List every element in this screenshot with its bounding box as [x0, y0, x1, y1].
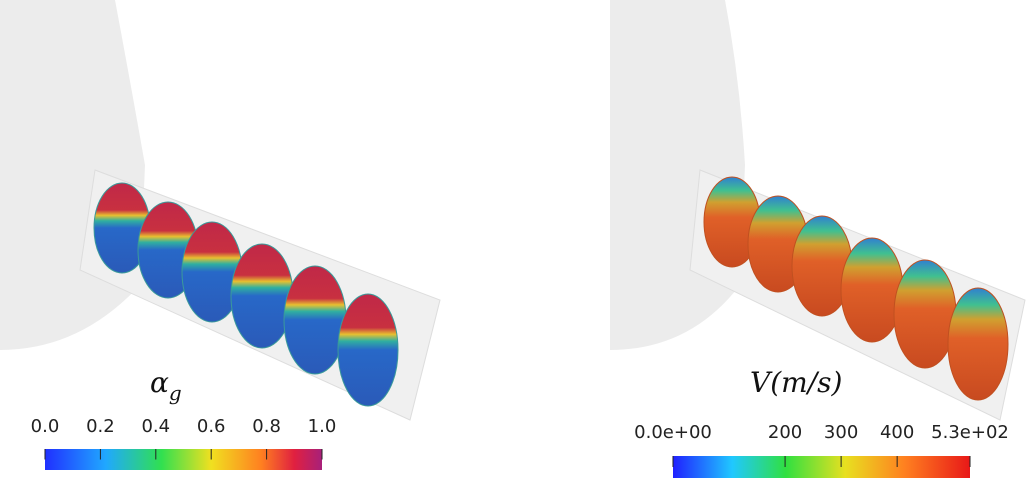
slice — [231, 244, 293, 348]
colorbar-title: V(m/s) — [750, 366, 842, 399]
subscript: g — [169, 381, 182, 405]
left-scene: αg 0.0 0.2 0.4 0.6 0.8 1.0 — [0, 0, 440, 470]
tick-label: 0.6 — [197, 416, 226, 437]
tick-label: 0.0e+00 — [634, 422, 712, 443]
colorbar — [673, 456, 970, 478]
tick-label: 200 — [768, 422, 802, 443]
right-scene: V(m/s) 0.0e+00 200 300 400 5.3e+02 — [610, 0, 1025, 478]
colorbar — [45, 449, 322, 470]
tick-label: 0.4 — [141, 416, 170, 437]
tick-label: 5.3e+02 — [931, 422, 1009, 443]
tick-label: 0.0 — [31, 416, 60, 437]
tick-label: 1.0 — [308, 416, 337, 437]
figure: αg 0.0 0.2 0.4 0.6 0.8 1.0 V(m/s) 0.0e+00 200 3… — [0, 0, 1029, 481]
tick-label: 0.2 — [86, 416, 115, 437]
tick-label: 0.8 — [252, 416, 281, 437]
symbol: α — [150, 366, 169, 399]
slice — [338, 294, 398, 406]
slice — [894, 260, 956, 368]
tick-label: 300 — [824, 422, 858, 443]
tick-label: 400 — [880, 422, 914, 443]
slice — [284, 266, 346, 374]
colorbar-title: αg — [150, 366, 182, 405]
slice — [948, 288, 1008, 400]
slice — [841, 238, 903, 342]
